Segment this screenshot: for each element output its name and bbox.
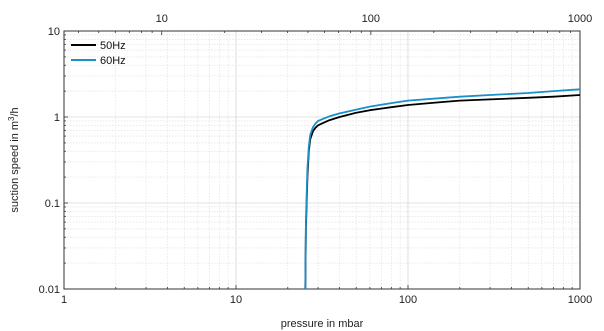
y-axis-title-tail: /h <box>9 107 21 116</box>
x-tick-label: 1000 <box>568 294 592 306</box>
axis-ticks: 1 10 100 1000 0.01 0.1 1 10 10 100 1000 <box>39 13 593 306</box>
top-tick-label: 10 <box>156 13 168 25</box>
y-tick-label: 0.1 <box>45 198 60 210</box>
y-axis-title: suction speed in m3/h <box>7 107 21 212</box>
plot-frame <box>63 30 581 290</box>
y-axis-title-superscript: 3 <box>7 116 16 121</box>
top-tick-label: 100 <box>362 13 380 25</box>
legend-label: 50Hz <box>100 40 126 52</box>
grid-lines <box>63 31 580 290</box>
series-line-50Hz <box>304 94 581 290</box>
y-tick-label: 0.01 <box>39 284 60 296</box>
x-tick-label: 10 <box>230 294 242 306</box>
legend-label: 60Hz <box>100 55 126 67</box>
legend: 50Hz 60Hz <box>71 40 126 67</box>
x-axis-title: pressure in mbar <box>281 318 364 330</box>
y-tick-label: 10 <box>48 26 60 38</box>
x-tick-label: 1 <box>61 294 67 306</box>
top-tick-label: 1000 <box>568 13 592 25</box>
series-line-60Hz <box>304 88 581 290</box>
y-tick-label: 1 <box>54 112 60 124</box>
y-axis-title-main: suction speed in m <box>9 121 21 213</box>
series-layer <box>304 88 581 290</box>
x-tick-label: 100 <box>399 294 417 306</box>
